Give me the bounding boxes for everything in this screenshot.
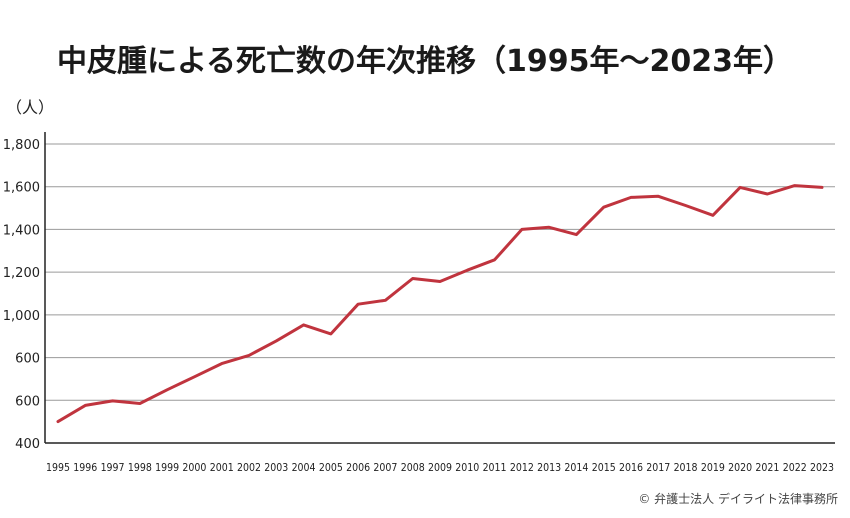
x-tick-label: 2018	[674, 461, 698, 474]
y-tick-label: 1,400	[3, 223, 40, 238]
series-layer	[56, 184, 824, 424]
x-tick-labels: 1995 1996 1997 1998 1999 2000 2001 2002 2003 2004…	[46, 461, 834, 474]
x-tick-label: 2023	[810, 461, 834, 474]
x-tick-label: 2015	[592, 461, 616, 474]
y-tick-label: 600	[15, 352, 40, 367]
x-tick-label: 2009	[428, 461, 452, 474]
series-line	[56, 184, 824, 424]
x-tick-label: 2001	[210, 461, 234, 474]
x-tick-label: 2003	[264, 461, 288, 474]
x-tick-label: 2017	[646, 461, 670, 474]
y-tick-labels: 400 600 600 1,000 1,200 1,400 1,600 1,800	[3, 138, 40, 452]
x-tick-label: 2013	[537, 461, 561, 474]
x-tick-label: 2004	[292, 461, 316, 474]
x-tick-label: 2010	[455, 461, 479, 474]
x-tick-label: 1996	[73, 461, 97, 474]
x-tick-label: 2002	[237, 461, 261, 474]
chart-title: 中皮腫による死亡数の年次推移（1995年〜2023年）	[56, 44, 794, 79]
x-tick-label: 2007	[373, 461, 397, 474]
x-tick-label: 2016	[619, 461, 643, 474]
axes	[44, 132, 835, 444]
x-tick-label: 1995	[46, 461, 70, 474]
x-tick-label: 2005	[319, 461, 343, 474]
x-tick-label: 2011	[483, 461, 507, 474]
y-tick-label: 400	[15, 437, 40, 452]
y-axis-unit-label: （人）	[6, 98, 55, 117]
y-tick-label: 1,200	[3, 266, 40, 281]
y-tick-label: 600	[15, 394, 40, 409]
x-tick-label: 1999	[155, 461, 179, 474]
x-tick-label: 2020	[728, 461, 752, 474]
x-tick-label: 1998	[128, 461, 152, 474]
grid-lines	[45, 143, 835, 401]
y-tick-label: 1,600	[3, 181, 40, 196]
x-tick-label: 2000	[182, 461, 206, 474]
x-tick-label: 2021	[755, 461, 779, 474]
x-tick-label: 2014	[564, 461, 588, 474]
copyright-credit: © 弁護士法人 デイライト法律事務所	[638, 492, 838, 506]
y-tick-label: 1,000	[3, 309, 40, 324]
x-tick-label: 1997	[101, 461, 125, 474]
x-tick-label: 2012	[510, 461, 534, 474]
x-tick-label: 2022	[783, 461, 807, 474]
x-tick-label: 2019	[701, 461, 725, 474]
x-tick-label: 2008	[401, 461, 425, 474]
x-tick-label: 2006	[346, 461, 370, 474]
y-tick-label: 1,800	[3, 138, 40, 153]
